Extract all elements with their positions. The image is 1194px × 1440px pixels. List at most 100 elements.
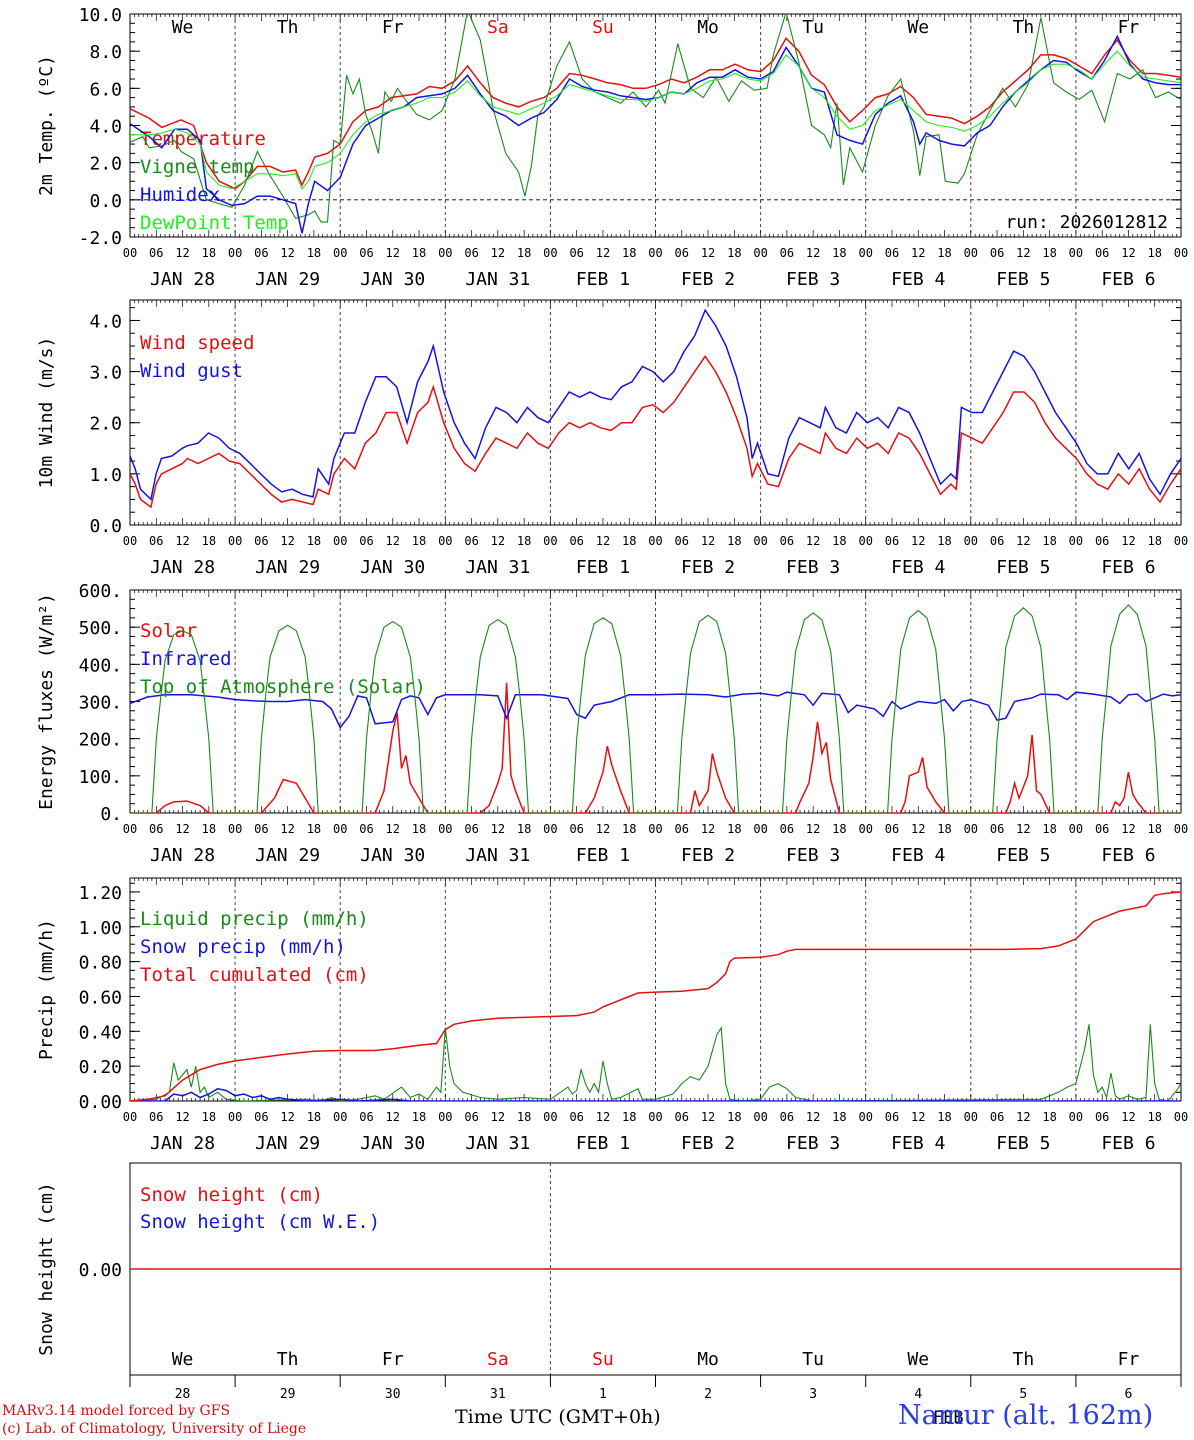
flux-legend-entry: Top of Atmosphere (Solar) [140,676,426,698]
wind-hour-label: 00 [1174,534,1188,548]
wind-hour-label: 18 [1042,534,1056,548]
flux-hour-label: 06 [990,822,1004,836]
wind-hour-label: 00 [648,534,662,548]
precip-ytick-label: 0.80 [79,953,122,974]
flux-ytick-label: 300. [79,693,122,714]
flux-date-label: FEB 4 [891,845,945,866]
precip-series-total-cumulated-cm- [130,891,1181,1101]
temp-ytick-label: -2.0 [79,228,122,249]
precip-hour-label: 12 [911,1110,925,1124]
flux-hour-label: 00 [123,822,137,836]
weekday-label: Fr [382,17,404,38]
flux-hour-label: 12 [175,822,189,836]
flux-hour-label: 18 [517,822,531,836]
flux-hour-label: 12 [1016,822,1030,836]
temp-hour-label: 06 [359,246,373,260]
wind-hour-label: 18 [517,534,531,548]
precip-hour-label: 00 [1174,1110,1188,1124]
weekday-label: Mo [697,1349,719,1370]
precip-hour-label: 12 [1121,1110,1135,1124]
temp-hour-label: 00 [858,246,872,260]
flux-hour-label: 06 [149,822,163,836]
precip-hour-label: 06 [359,1110,373,1124]
flux-hour-label: 12 [491,822,505,836]
temp-hour-label: 00 [123,246,137,260]
precip-hour-label: 18 [937,1110,951,1124]
flux-hour-label: 12 [911,822,925,836]
precip-hour-label: 06 [780,1110,794,1124]
flux-legend-entry: Solar [140,620,197,642]
wind-legend-entry: Wind speed [140,332,254,354]
wind-date-label: FEB 2 [681,557,735,578]
flux-hour-label: 18 [307,822,321,836]
precip-hour-label: 06 [149,1110,163,1124]
temp-date-label: FEB 4 [891,269,945,290]
precip-hour-label: 12 [386,1110,400,1124]
precip-ylabel: Precip (mm/h) [36,919,57,1060]
precip-date-label: JAN 29 [255,1133,320,1154]
wind-legend-entry: Wind gust [140,360,243,382]
wind-hour-label: 12 [701,534,715,548]
wind-hour-label: 18 [832,534,846,548]
wind-hour-label: 00 [858,534,872,548]
temp-hour-label: 06 [254,246,268,260]
temp-hour-label: 06 [464,246,478,260]
wind-hour-label: 06 [780,534,794,548]
flux-date-label: FEB 2 [681,845,735,866]
bottom-month-label: FEB [933,1408,964,1428]
precip-hour-label: 18 [412,1110,426,1124]
flux-hour-label: 18 [832,822,846,836]
precip-series-liquid-precip-mm-h- [130,1024,1181,1101]
temp-hour-label: 12 [386,246,400,260]
flux-hour-label: 00 [438,822,452,836]
flux-hour-label: 00 [1069,822,1083,836]
wind-hour-label: 18 [1147,534,1161,548]
flux-hour-label: 00 [1174,822,1188,836]
temp-series-vigne-temp [130,14,1181,223]
wind-hour-label: 00 [964,534,978,548]
wind-hour-label: 00 [333,534,347,548]
bottom-day-number: 6 [1125,1387,1133,1402]
panel-flux: 00 06 12 18 JAN 28 00 06 12 18 JAN 29 00 06 12 18 JAN … [36,581,1188,866]
temp-hour-label: 06 [1095,246,1109,260]
bottom-day-number: 1 [599,1387,607,1402]
precip-hour-label: 00 [228,1110,242,1124]
wind-hour-label: 06 [254,534,268,548]
precip-date-label: FEB 1 [576,1133,630,1154]
flux-series-top-of-atmosphere-solar- [130,604,1181,813]
precip-ytick-label: 0.60 [79,987,122,1008]
wind-hour-label: 00 [543,534,557,548]
weekday-label: Tu [802,1349,824,1370]
wind-date-label: JAN 30 [360,557,425,578]
precip-hour-label: 06 [464,1110,478,1124]
temp-hour-label: 06 [780,246,794,260]
temp-hour-label: 00 [1174,246,1188,260]
precip-series-snow-precip-mm-h- [130,1088,1181,1101]
flux-hour-label: 06 [359,822,373,836]
flux-ytick-label: 600. [79,581,122,602]
temp-series-dewpoint-temp [130,50,1181,190]
precip-hour-label: 18 [727,1110,741,1124]
temp-hour-label: 00 [333,246,347,260]
wind-ytick-label: 4.0 [89,311,122,332]
temp-hour-label: 18 [727,246,741,260]
precip-hour-label: 06 [254,1110,268,1124]
flux-hour-label: 06 [780,822,794,836]
lab-credit-line: (c) Lab. of Climatology, University of L… [2,1421,307,1437]
flux-date-label: FEB 5 [996,845,1050,866]
precip-hour-label: 00 [123,1110,137,1124]
bottom-day-number: 28 [175,1387,191,1402]
weekday-label: Fr [1118,1349,1140,1370]
precip-date-label: FEB 3 [786,1133,840,1154]
flux-series-infrared [130,691,1181,729]
wind-ytick-label: 0.0 [89,516,122,537]
temp-hour-label: 06 [885,246,899,260]
precip-ytick-label: 0.40 [79,1022,122,1043]
temp-hour-label: 12 [596,246,610,260]
temp-hour-label: 18 [1042,246,1056,260]
temp-date-label: JAN 31 [465,269,530,290]
snow-legend-entry: Snow height (cm) [140,1184,323,1206]
snow-ylabel: Snow height (cm) [36,1182,57,1355]
flux-hour-label: 06 [675,822,689,836]
wind-hour-label: 18 [412,534,426,548]
